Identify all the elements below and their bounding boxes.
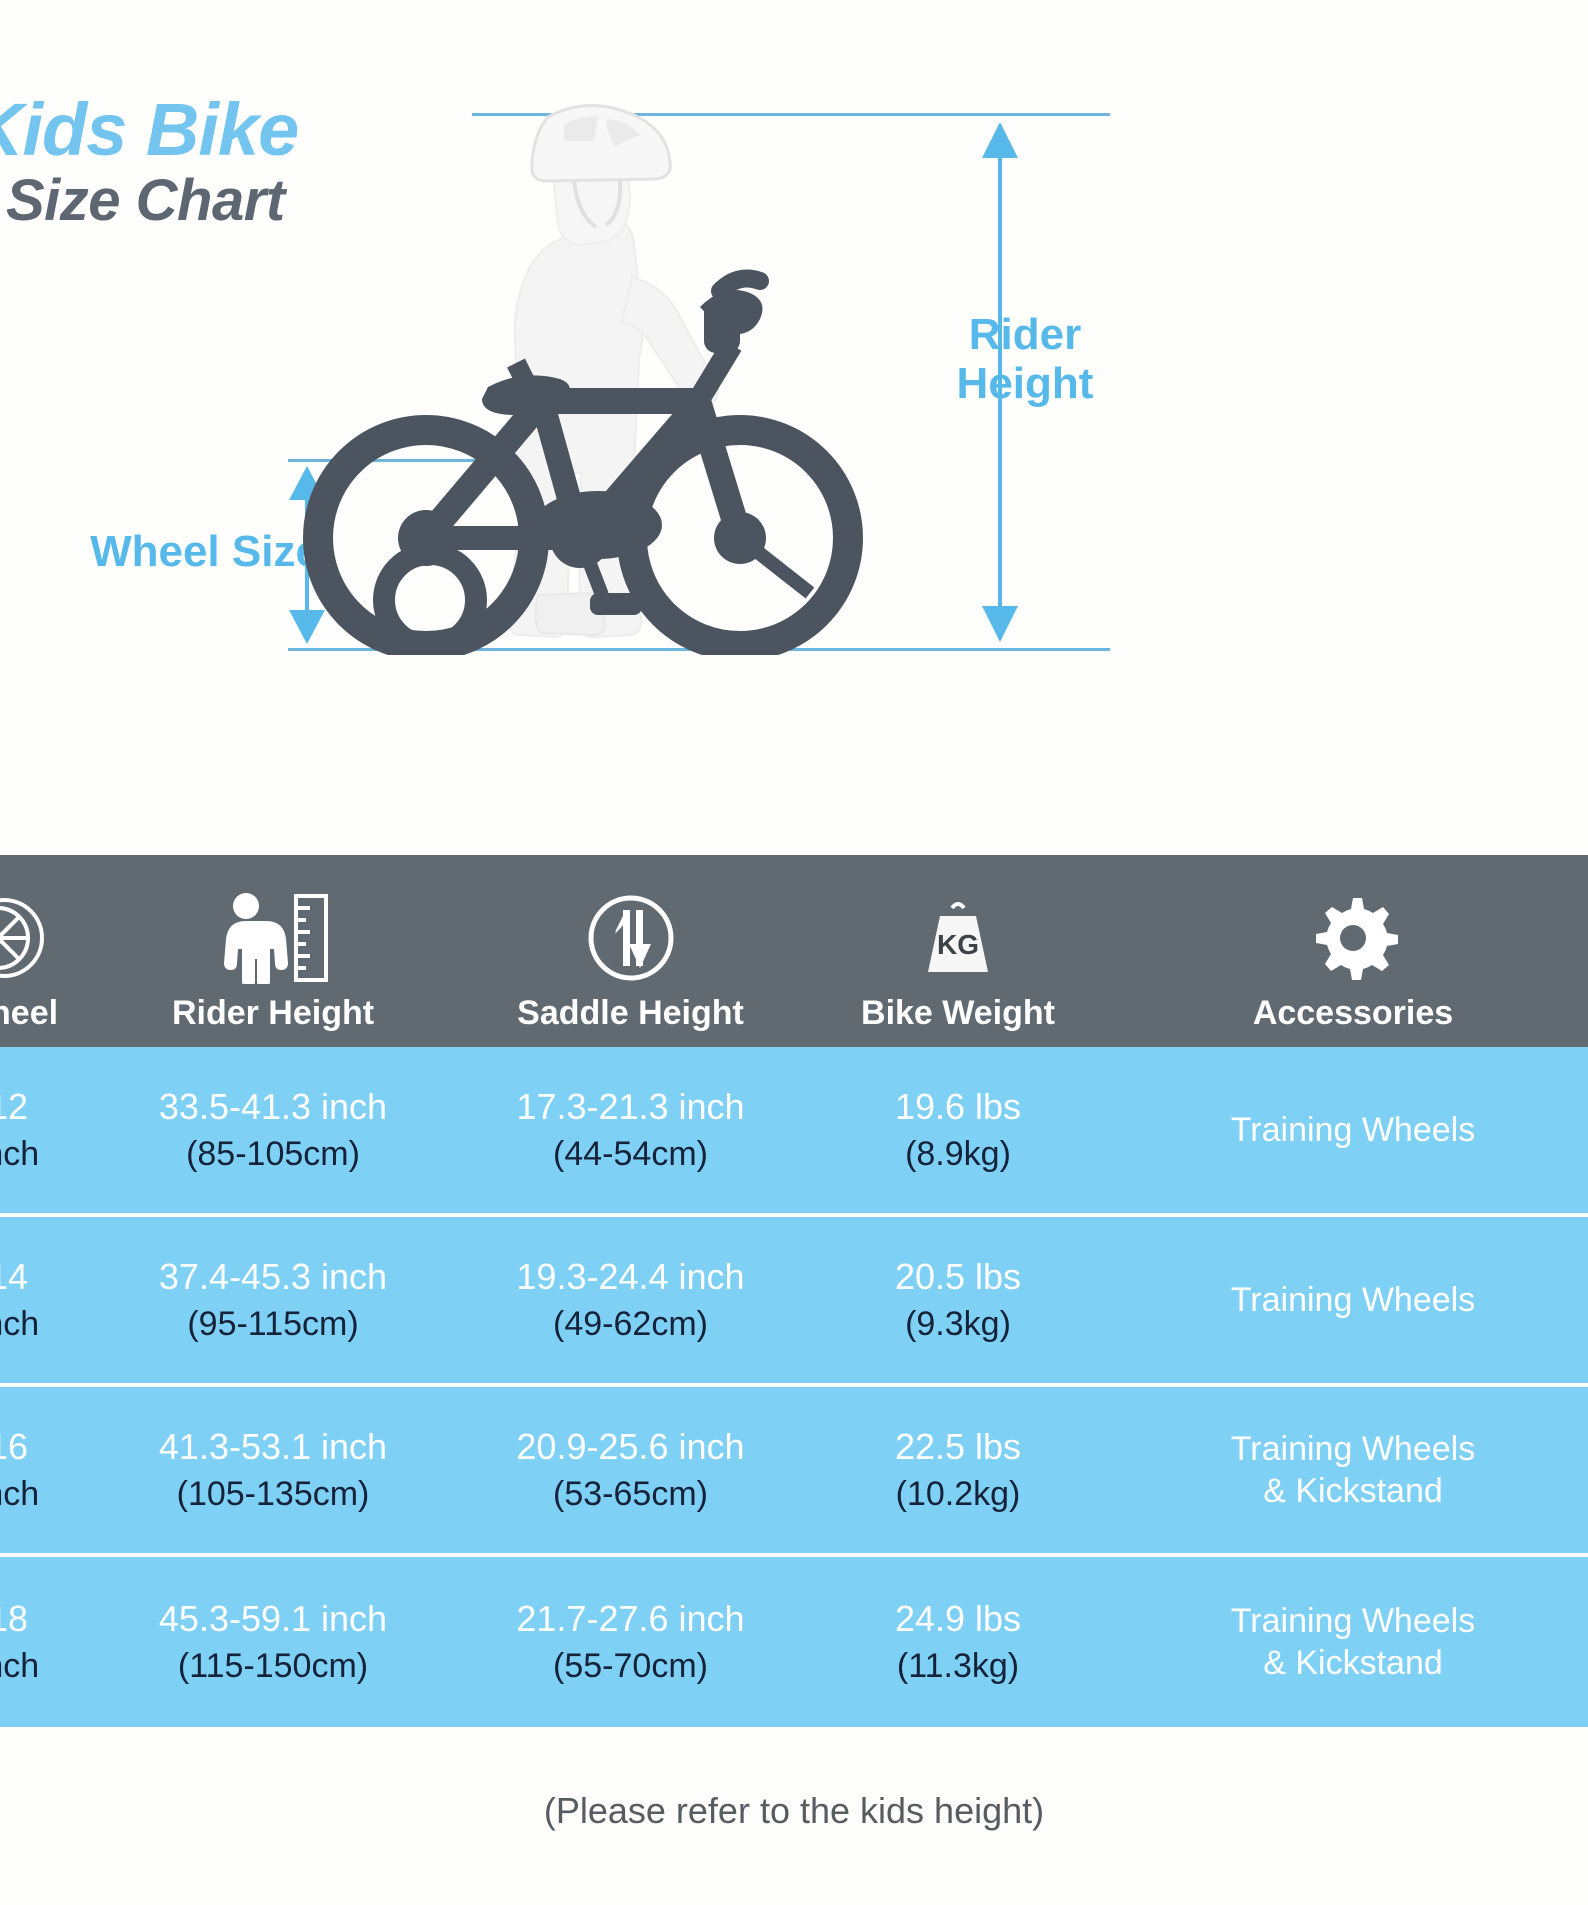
column-header-saddle-height-label: Saddle Height [517,994,744,1032]
wheel-size-label: Wheel Size [90,527,320,576]
cell-rider-primary: 41.3-53.1 inch [158,1425,388,1467]
cell-weight-secondary: (10.2kg) [895,1475,1021,1514]
title-block: Kids Bike Size Chart [0,88,390,234]
cell-rider-height: 37.4-45.3 inch (95-115cm) [88,1256,458,1345]
cell-accessories-line1: Training Wheels [1230,1110,1476,1149]
cell-saddle-primary: 20.9-25.6 inch [516,1425,745,1467]
cell-rider-primary: 33.5-41.3 inch [158,1085,388,1127]
cell-rider-height: 45.3-59.1 inch (115-150cm) [88,1598,458,1687]
table-row: 12 inch 33.5-41.3 inch (85-105cm) 17.3-2… [0,1047,1588,1217]
page-subtitle: Size Chart [6,168,285,234]
cell-accessories: Training Wheels [1113,1109,1588,1152]
cell-rider-secondary: (115-150cm) [177,1647,369,1686]
up-down-arrows-circle-icon [458,892,803,984]
column-header-accessories: Accessories [1113,892,1588,1047]
cell-bike-weight: 20.5 lbs (9.3kg) [803,1256,1113,1345]
rider-height-top-guide-line [472,113,1110,116]
rider-height-arrow-icon [982,122,1018,642]
cell-rider-primary: 37.4-45.3 inch [158,1255,388,1297]
size-chart-table: Wheel [0,855,1588,1727]
rider-height-label: Rider Height [920,310,1130,409]
cell-accessories-line2: & Kickstand [1263,1644,1443,1682]
cell-saddle-secondary: (49-62cm) [553,1305,708,1344]
cell-saddle-primary: 21.7-27.6 inch [516,1597,745,1639]
cell-rider-secondary: (105-135cm) [176,1475,370,1514]
cell-wheel-secondary: inch [0,1647,40,1686]
cell-saddle-secondary: (53-65cm) [553,1475,708,1514]
cell-bike-weight: 19.6 lbs (8.9kg) [803,1086,1113,1175]
cell-wheel-primary: 18 [0,1597,29,1639]
cell-weight-primary: 19.6 lbs [894,1085,1022,1127]
cell-saddle-secondary: (55-70cm) [553,1647,708,1686]
hero-illustration-section: Kids Bike Size Chart Rider Height Wheel … [0,0,1588,855]
cell-wheel-secondary: inch [0,1135,40,1174]
table-row: 18 inch 45.3-59.1 inch (115-150cm) 21.7-… [0,1557,1588,1727]
cell-bike-weight: 22.5 lbs (10.2kg) [803,1426,1113,1515]
cell-saddle-primary: 17.3-21.3 inch [516,1085,745,1127]
cell-accessories: Training Wheels [1113,1279,1588,1322]
cell-wheel: 18 inch [0,1598,88,1687]
kid-with-bike-illustration [303,104,863,655]
cell-rider-primary: 45.3-59.1 inch [158,1597,388,1639]
cell-wheel-secondary: inch [0,1305,40,1344]
footnote-text: (Please refer to the kids height) [543,1790,1045,1831]
column-header-rider-height-label: Rider Height [171,994,375,1032]
rider-height-label-line2: Height [956,359,1094,409]
cell-wheel: 16 inch [0,1426,88,1515]
column-header-rider-height: Rider Height [88,892,458,1047]
column-header-accessories-label: Accessories [1252,994,1454,1032]
cell-rider-height: 41.3-53.1 inch (105-135cm) [88,1426,458,1515]
person-ruler-icon [88,892,458,984]
cell-accessories-line1: Training Wheels [1230,1280,1476,1319]
cell-weight-primary: 24.9 lbs [894,1597,1022,1639]
table-header-row: Wheel [0,855,1588,1047]
svg-text:KG: KG [937,929,979,960]
cell-wheel: 14 inch [0,1256,88,1345]
cell-wheel: 12 inch [0,1086,88,1175]
cell-wheel-primary: 14 [0,1255,29,1297]
table-row: 14 inch 37.4-45.3 inch (95-115cm) 19.3-2… [0,1217,1588,1387]
cell-saddle-height: 20.9-25.6 inch (53-65cm) [458,1426,803,1515]
cell-wheel-primary: 16 [0,1425,29,1467]
kg-weight-icon: KG [803,892,1113,984]
cell-weight-secondary: (8.9kg) [905,1135,1011,1174]
cell-rider-secondary: (85-105cm) [186,1135,360,1174]
column-header-saddle-height: Saddle Height [458,892,803,1047]
wheel-size-top-guide-line [288,459,506,462]
cell-saddle-primary: 19.3-24.4 inch [516,1255,745,1297]
cell-accessories-line1: Training Wheels [1230,1429,1476,1468]
cell-accessories-line1: Training Wheels [1230,1601,1476,1640]
cell-rider-height: 33.5-41.3 inch (85-105cm) [88,1086,458,1175]
cell-weight-secondary: (11.3kg) [896,1647,1020,1686]
column-header-bike-weight-label: Bike Weight [861,994,1055,1032]
cell-accessories: Training Wheels & Kickstand [1113,1428,1588,1513]
cell-accessories-line2: & Kickstand [1263,1472,1443,1510]
column-header-wheel-label: Wheel [0,994,59,1032]
bike-wheel-icon [0,892,88,984]
cell-saddle-height: 19.3-24.4 inch (49-62cm) [458,1256,803,1345]
cell-wheel-secondary: inch [0,1475,40,1514]
bike-silhouette [303,269,863,655]
cell-weight-primary: 20.5 lbs [894,1255,1022,1297]
column-header-wheel: Wheel [0,892,88,1047]
table-row: 16 inch 41.3-53.1 inch (105-135cm) 20.9-… [0,1387,1588,1557]
gear-icon [1113,892,1588,984]
column-header-bike-weight: KG Bike Weight [803,892,1113,1047]
page-title: Kids Bike [0,88,299,171]
cell-bike-weight: 24.9 lbs (11.3kg) [803,1598,1113,1687]
cell-wheel-primary: 12 [0,1085,29,1127]
cell-saddle-secondary: (44-54cm) [553,1135,708,1174]
cell-saddle-height: 17.3-21.3 inch (44-54cm) [458,1086,803,1175]
cell-rider-secondary: (95-115cm) [187,1305,359,1344]
cell-weight-primary: 22.5 lbs [894,1425,1022,1467]
cell-saddle-height: 21.7-27.6 inch (55-70cm) [458,1598,803,1687]
cell-weight-secondary: (9.3kg) [905,1305,1011,1344]
rider-height-label-line1: Rider [968,310,1082,359]
cell-accessories: Training Wheels & Kickstand [1113,1600,1588,1685]
